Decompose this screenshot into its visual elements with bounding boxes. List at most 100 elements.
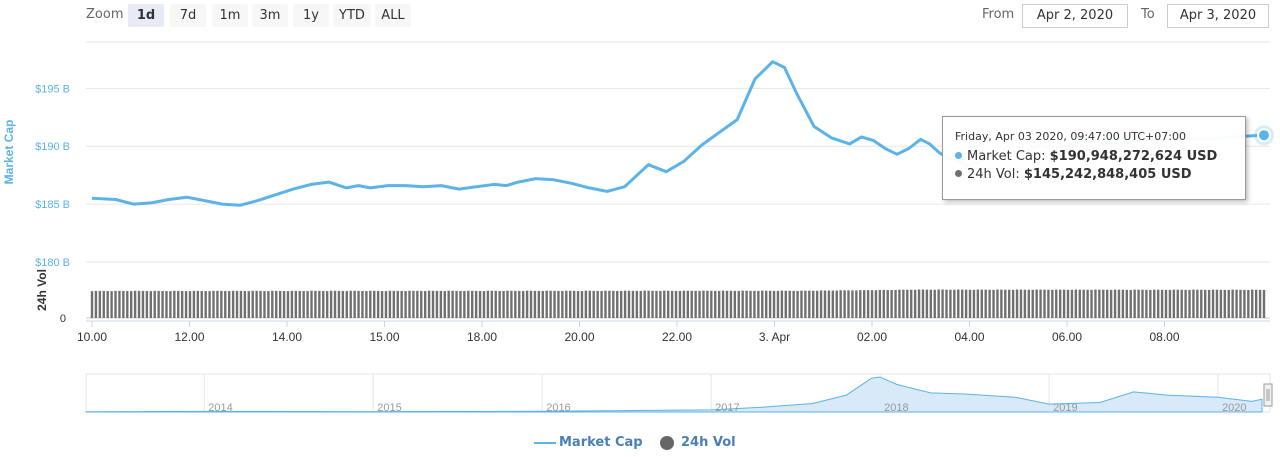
x-tick-label: 20.00 bbox=[564, 330, 594, 344]
volume-bar bbox=[655, 290, 658, 318]
volume-bar bbox=[1254, 289, 1258, 318]
volume-bar bbox=[796, 290, 799, 318]
volume-bar bbox=[725, 290, 729, 318]
volume-bar bbox=[271, 290, 274, 318]
volume-bar bbox=[1164, 289, 1168, 318]
volume-bar bbox=[862, 290, 866, 318]
from-date-input[interactable]: Apr 2, 2020 bbox=[1022, 4, 1128, 28]
volume-bar bbox=[141, 290, 145, 318]
volume-bar bbox=[98, 290, 102, 318]
volume-bar bbox=[169, 291, 172, 318]
volume-bar bbox=[451, 290, 454, 318]
volume-bar bbox=[949, 289, 952, 318]
volume-bar bbox=[416, 290, 419, 318]
tooltip-market-cap-value: $190,948,272,624 USD bbox=[1049, 149, 1218, 164]
volume-bar bbox=[678, 290, 682, 318]
volume-bar bbox=[337, 290, 341, 318]
zoom-1m-button[interactable]: 1m bbox=[212, 4, 248, 27]
legend-volume[interactable]: 24h Vol bbox=[681, 435, 736, 450]
volume-bar bbox=[302, 290, 305, 318]
volume-bar bbox=[369, 290, 372, 318]
volume-bar bbox=[1231, 289, 1234, 318]
volume-bar bbox=[1035, 289, 1038, 318]
x-tick-label: 02.00 bbox=[857, 330, 887, 344]
volume-bar bbox=[1251, 289, 1254, 318]
volume-bar bbox=[118, 290, 121, 318]
volume-bar bbox=[1211, 289, 1215, 318]
volume-bar bbox=[1051, 289, 1054, 318]
volume-bar bbox=[572, 290, 576, 318]
volume-bar bbox=[957, 289, 960, 318]
volume-bar bbox=[1235, 289, 1238, 318]
volume-bar bbox=[839, 290, 842, 318]
zoom-all-button[interactable]: ALL bbox=[375, 4, 411, 27]
y-axis-title-volume: 24h Vol bbox=[35, 269, 49, 311]
volume-bar bbox=[510, 290, 513, 318]
volume-bar bbox=[404, 291, 407, 318]
volume-bar bbox=[1094, 289, 1097, 318]
volume-bar bbox=[173, 290, 176, 318]
from-label: From bbox=[982, 7, 1015, 22]
zoom-7d-button[interactable]: 7d bbox=[170, 4, 206, 27]
volume-bar bbox=[906, 289, 909, 318]
zoom-3m-button[interactable]: 3m bbox=[252, 4, 288, 27]
tooltip-volume-row: 24h Vol: $145,242,848,405 USD bbox=[955, 167, 1192, 182]
zoom-1y-button[interactable]: 1y bbox=[293, 4, 329, 27]
volume-bar bbox=[498, 290, 501, 318]
volume-bar bbox=[208, 291, 211, 318]
volume-bar bbox=[1082, 289, 1085, 318]
volume-bar bbox=[808, 290, 811, 318]
volume-bar bbox=[1098, 289, 1101, 318]
navigator-handle[interactable] bbox=[1263, 383, 1273, 407]
volume-bar bbox=[306, 291, 309, 318]
volume-bar bbox=[886, 289, 889, 318]
volume-bar bbox=[384, 291, 388, 318]
volume-bar bbox=[619, 290, 623, 318]
volume-bar bbox=[114, 290, 117, 318]
volume-bar bbox=[459, 290, 462, 318]
volume-bar bbox=[1004, 289, 1007, 318]
volume-bar bbox=[1106, 289, 1109, 318]
volume-bar bbox=[639, 290, 642, 318]
volume-bar bbox=[1207, 289, 1211, 318]
volume-bar bbox=[698, 290, 701, 318]
volume-bar bbox=[275, 290, 278, 318]
x-tick-label: 18.00 bbox=[467, 330, 497, 344]
volume-bar bbox=[1102, 289, 1105, 318]
volume-bar bbox=[443, 291, 446, 318]
zoom-1d-button[interactable]: 1d bbox=[128, 4, 164, 27]
volume-bar bbox=[1090, 289, 1093, 318]
volume-bar bbox=[1023, 289, 1027, 318]
volume-bar bbox=[1196, 289, 1199, 318]
hover-point-marker[interactable] bbox=[1257, 128, 1271, 143]
volume-bar bbox=[322, 290, 325, 318]
volume-bar bbox=[1027, 289, 1031, 318]
volume-bar bbox=[529, 290, 533, 318]
volume-bar bbox=[686, 290, 689, 318]
volume-legend-icon bbox=[660, 436, 674, 450]
volume-bar bbox=[612, 290, 615, 318]
volume-bar bbox=[772, 290, 776, 318]
volume-bar bbox=[102, 290, 105, 318]
volume-bar bbox=[1156, 289, 1160, 318]
volume-bar bbox=[361, 290, 364, 318]
volume-bar bbox=[855, 290, 858, 318]
volume-bar bbox=[1243, 289, 1246, 318]
volume-bar bbox=[325, 291, 329, 318]
volume-bar bbox=[996, 289, 999, 318]
volume-bar bbox=[341, 290, 345, 318]
volume-bar bbox=[1204, 289, 1207, 318]
zoom-ytd-button[interactable]: YTD bbox=[333, 4, 371, 27]
volume-bar bbox=[282, 291, 286, 318]
volume-bar bbox=[745, 290, 748, 318]
volume-bar bbox=[717, 290, 721, 318]
volume-bar bbox=[984, 289, 987, 318]
volume-bar bbox=[388, 290, 392, 318]
volume-bar bbox=[627, 290, 631, 318]
legend-market-cap[interactable]: Market Cap bbox=[559, 435, 643, 450]
volume-bar bbox=[768, 290, 772, 318]
volume-bar bbox=[239, 290, 243, 318]
to-date-input[interactable]: Apr 3, 2020 bbox=[1167, 4, 1269, 28]
volume-bar bbox=[200, 290, 203, 318]
volume-bar bbox=[1180, 289, 1183, 318]
